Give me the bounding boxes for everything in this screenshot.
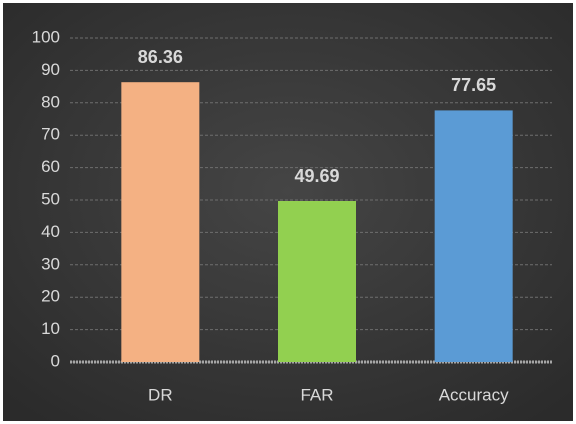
y-tick-label: 0 — [51, 351, 60, 370]
bar — [434, 110, 513, 362]
y-tick-label: 30 — [41, 254, 60, 273]
x-tick-label: DR — [148, 385, 173, 404]
y-tick-label: 70 — [41, 125, 60, 144]
y-tick-label: 40 — [41, 222, 60, 241]
data-label: 77.65 — [451, 75, 496, 95]
x-tick-label: FAR — [300, 385, 333, 404]
y-tick-label: 20 — [41, 287, 60, 306]
x-tick-label: Accuracy — [439, 385, 509, 404]
data-label: 49.69 — [294, 166, 339, 186]
bar — [278, 201, 356, 362]
data-label: 86.36 — [138, 47, 183, 67]
y-tick-label: 60 — [41, 157, 60, 176]
y-tick-label: 80 — [41, 92, 60, 111]
y-tick-label: 90 — [41, 60, 60, 79]
y-tick-label: 50 — [41, 189, 60, 208]
bar — [121, 82, 200, 362]
y-tick-label: 10 — [41, 319, 60, 338]
y-tick-label: 100 — [32, 27, 60, 46]
